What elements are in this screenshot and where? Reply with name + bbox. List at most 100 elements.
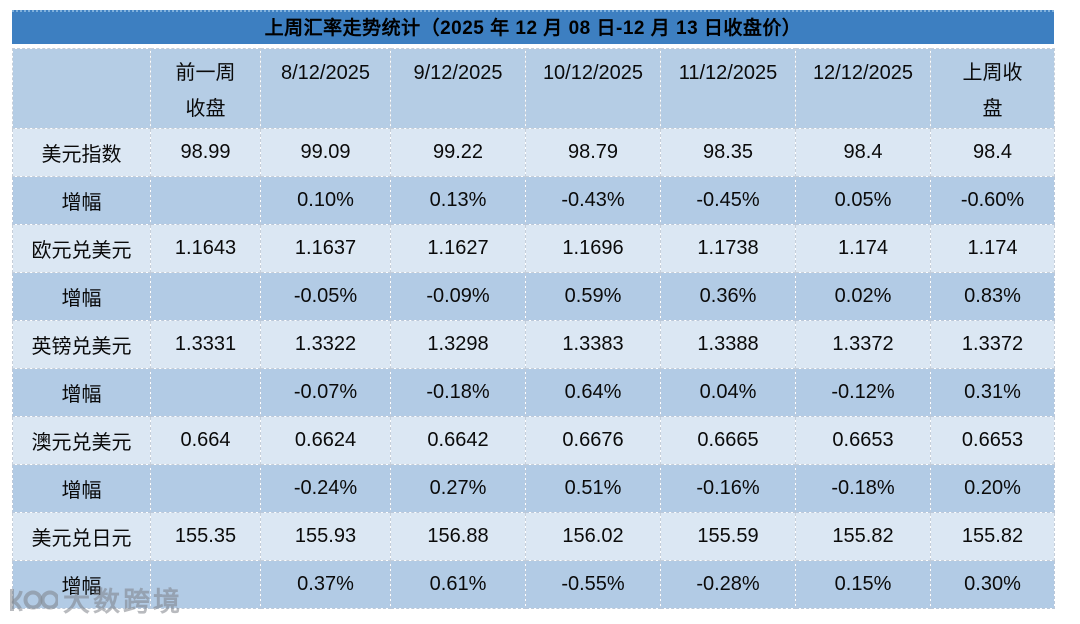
data-cell: 0.6642 [390, 416, 526, 465]
data-cell: 1.3331 [150, 320, 261, 369]
data-cell: 0.15% [795, 560, 931, 609]
header-row: 前一周 收盘 8/12/2025 9/12/2025 10/12/2025 11/12/… [12, 48, 1055, 129]
table-row: 英镑兑美元 1.3331 1.3322 1.3298 1.3383 1.3388 1.337… [12, 320, 1055, 369]
row-label: 美元指数 [12, 128, 151, 177]
data-cell: 0.59% [525, 272, 661, 321]
data-cell: 1.1643 [150, 224, 261, 273]
title-gap [12, 44, 1054, 48]
row-label: 英镑兑美元 [12, 320, 151, 369]
data-cell: 0.37% [260, 560, 391, 609]
data-cell: 0.27% [390, 464, 526, 513]
header-cell-2: 8/12/2025 [260, 48, 391, 129]
table-row: 美元兑日元 155.35 155.93 156.88 156.02 155.59 155.8… [12, 512, 1055, 561]
data-cell: 0.6653 [930, 416, 1055, 465]
data-cell [150, 464, 261, 513]
header-cell-6: 12/12/2025 [795, 48, 931, 129]
header-cell-7: 上周收 盘 [930, 48, 1055, 129]
data-cell: 0.05% [795, 176, 931, 225]
data-cell: -0.45% [660, 176, 796, 225]
data-cell: 1.1637 [260, 224, 391, 273]
row-label: 增幅 [12, 368, 151, 417]
data-cell: 0.61% [390, 560, 526, 609]
data-cell: -0.12% [795, 368, 931, 417]
data-cell: 155.93 [260, 512, 391, 561]
data-cell: -0.09% [390, 272, 526, 321]
header-cell-3: 9/12/2025 [390, 48, 526, 129]
table-row: 美元指数 98.99 99.09 99.22 98.79 98.35 98.4 98.4 [12, 128, 1055, 177]
data-cell: 0.10% [260, 176, 391, 225]
table-row: 增幅 -0.24% 0.27% 0.51% -0.16% -0.18% 0.20% [12, 464, 1055, 513]
data-cell: 0.83% [930, 272, 1055, 321]
header-cell-5: 11/12/2025 [660, 48, 796, 129]
data-cell: 98.99 [150, 128, 261, 177]
data-cell: 1.3372 [795, 320, 931, 369]
row-label: 增幅 [12, 464, 151, 513]
data-cell: 0.02% [795, 272, 931, 321]
data-cell: -0.28% [660, 560, 796, 609]
data-cell: 155.59 [660, 512, 796, 561]
data-cell: 1.3372 [930, 320, 1055, 369]
data-cell: -0.60% [930, 176, 1055, 225]
data-cell: -0.18% [795, 464, 931, 513]
data-cell: 0.30% [930, 560, 1055, 609]
data-cell: 0.20% [930, 464, 1055, 513]
data-cell: 155.82 [795, 512, 931, 561]
data-cell: 99.09 [260, 128, 391, 177]
row-label: 澳元兑美元 [12, 416, 151, 465]
row-label: 增幅 [12, 560, 151, 609]
data-cell: -0.24% [260, 464, 391, 513]
data-cell: 98.4 [930, 128, 1055, 177]
header-cell-1: 前一周 收盘 [150, 48, 261, 129]
data-cell: -0.18% [390, 368, 526, 417]
table-title: 上周汇率走势统计（2025 年 12 月 08 日-12 月 13 日收盘价） [12, 10, 1054, 44]
data-cell: 1.1738 [660, 224, 796, 273]
data-cell: 0.51% [525, 464, 661, 513]
table-row: 增幅 -0.05% -0.09% 0.59% 0.36% 0.02% 0.83% [12, 272, 1055, 321]
data-cell: 1.3388 [660, 320, 796, 369]
data-cell: 156.88 [390, 512, 526, 561]
data-cell: -0.05% [260, 272, 391, 321]
data-cell: 0.664 [150, 416, 261, 465]
table-row: 增幅 -0.07% -0.18% 0.64% 0.04% -0.12% 0.31% [12, 368, 1055, 417]
data-cell: 1.3298 [390, 320, 526, 369]
data-cell: 98.79 [525, 128, 661, 177]
data-cell: 0.04% [660, 368, 796, 417]
data-cell: 1.3322 [260, 320, 391, 369]
data-cell: -0.07% [260, 368, 391, 417]
data-cell: 155.35 [150, 512, 261, 561]
data-cell: 0.6624 [260, 416, 391, 465]
data-cell: 0.64% [525, 368, 661, 417]
data-cell [150, 176, 261, 225]
data-cell: 0.31% [930, 368, 1055, 417]
data-cell: 1.1627 [390, 224, 526, 273]
row-label: 美元兑日元 [12, 512, 151, 561]
data-cell: 1.3383 [525, 320, 661, 369]
data-cell: 98.4 [795, 128, 931, 177]
data-cell: 0.6653 [795, 416, 931, 465]
data-cell: 1.174 [795, 224, 931, 273]
data-cell [150, 560, 261, 609]
data-cell: 1.174 [930, 224, 1055, 273]
data-cell: 155.82 [930, 512, 1055, 561]
table-row: 澳元兑美元 0.664 0.6624 0.6642 0.6676 0.6665 0.6653… [12, 416, 1055, 465]
data-cell: 0.36% [660, 272, 796, 321]
data-cell: 1.1696 [525, 224, 661, 273]
data-cell: -0.55% [525, 560, 661, 609]
data-cell: 0.6676 [525, 416, 661, 465]
data-cell [150, 272, 261, 321]
data-cell: 0.6665 [660, 416, 796, 465]
data-cell: 0.13% [390, 176, 526, 225]
table-row: 增幅 0.37% 0.61% -0.55% -0.28% 0.15% 0.30% [12, 560, 1055, 609]
header-cell-0 [12, 48, 151, 129]
data-cell: -0.16% [660, 464, 796, 513]
data-cell: 156.02 [525, 512, 661, 561]
row-label: 欧元兑美元 [12, 224, 151, 273]
row-label: 增幅 [12, 272, 151, 321]
data-cell: 98.35 [660, 128, 796, 177]
fx-rate-table: 上周汇率走势统计（2025 年 12 月 08 日-12 月 13 日收盘价） … [12, 10, 1055, 609]
row-label: 增幅 [12, 176, 151, 225]
header-cell-4: 10/12/2025 [525, 48, 661, 129]
fx-table: 前一周 收盘 8/12/2025 9/12/2025 10/12/2025 11/12/… [12, 48, 1055, 609]
table-row: 欧元兑美元 1.1643 1.1637 1.1627 1.1696 1.1738 1.174… [12, 224, 1055, 273]
